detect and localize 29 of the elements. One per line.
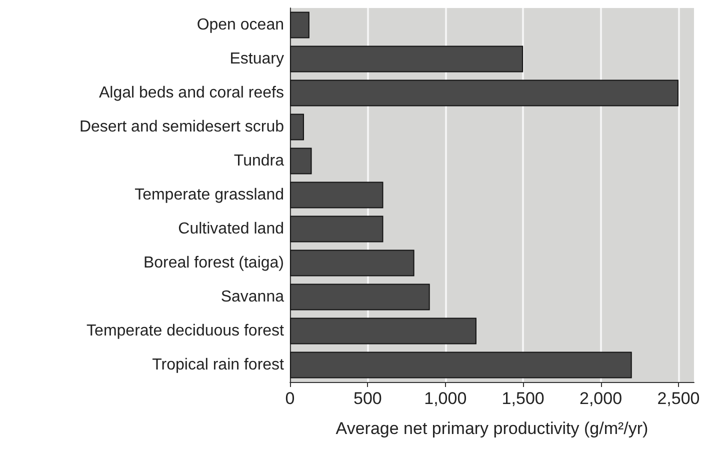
x-tick-label: 500 <box>354 389 382 408</box>
y-tick-label: Tropical rain forest <box>152 356 285 374</box>
x-tick-label: 0 <box>285 389 295 408</box>
y-tick-label: Desert and semidesert scrub <box>79 118 284 136</box>
y-tick-label: Savanna <box>220 288 284 306</box>
bar <box>290 80 678 106</box>
y-tick-label: Tundra <box>234 152 284 170</box>
bar <box>290 148 312 174</box>
y-tick-label: Boreal forest (taiga) <box>143 254 284 272</box>
y-tick-label: Open ocean <box>196 16 284 34</box>
y-tick-label: Algal beds and coral reefs <box>99 84 284 102</box>
x-axis-title: Average net primary productivity (g/m²/yr) <box>336 419 648 438</box>
y-tick-label: Estuary <box>230 50 284 68</box>
bar <box>290 352 632 378</box>
bar <box>290 250 414 276</box>
x-tick-label: 2,000 <box>579 389 622 408</box>
bar <box>290 284 430 310</box>
bar <box>290 182 384 208</box>
x-tick-label: 2,500 <box>657 389 700 408</box>
bar <box>290 216 384 242</box>
bar <box>290 318 476 344</box>
y-tick-label: Cultivated land <box>178 220 284 238</box>
y-tick-label: Temperate deciduous forest <box>86 322 285 340</box>
bar <box>290 46 524 72</box>
bar <box>290 114 304 140</box>
y-tick-label: Temperate grassland <box>134 186 284 204</box>
bar <box>290 12 310 38</box>
x-tick-label: 1,000 <box>424 389 467 408</box>
x-tick-label: 1,500 <box>502 389 544 408</box>
